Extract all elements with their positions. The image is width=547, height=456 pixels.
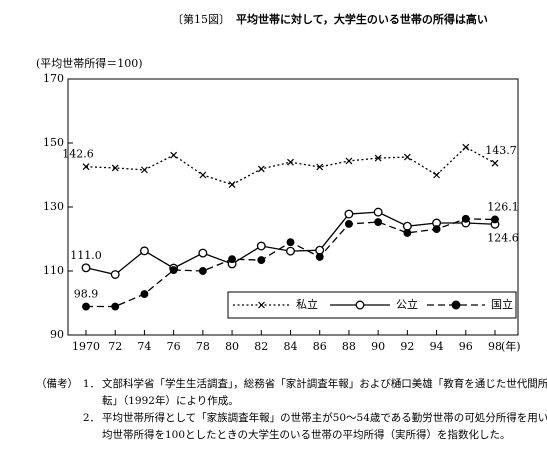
y-tick-label: 130 (43, 200, 64, 213)
marker (433, 171, 440, 179)
y-axis-label: (平均世帯所得＝100) (36, 57, 143, 70)
note-line: 平均世帯所得として「家族調査年報」の世帯主が50～54歳である勤労世帯の可処分所… (102, 411, 547, 424)
marker (111, 302, 120, 311)
x-tick-label: 88 (342, 340, 356, 353)
legend-marker (258, 301, 265, 309)
x-tick-label: 1970 (72, 340, 100, 353)
marker (169, 266, 178, 274)
marker (198, 267, 207, 275)
marker (256, 241, 266, 251)
marker (432, 225, 441, 234)
series-line (85, 146, 496, 186)
y-tick-label: 110 (43, 264, 64, 277)
marker (315, 245, 325, 255)
value-label: 126.1 (487, 200, 519, 213)
marker (82, 302, 90, 311)
value-label: 111.0 (70, 249, 102, 262)
marker (257, 256, 266, 265)
note-line: 文部科学省「学生生活調査」，総務省「家計調査年報」および樋口美雄「教育を通じた世… (102, 377, 547, 390)
marker (81, 263, 91, 273)
x-tick-label: 98 (488, 340, 502, 353)
x-tick-label: 86 (313, 340, 327, 353)
marker (374, 154, 382, 162)
marker (110, 270, 120, 279)
x-tick-label: 82 (254, 340, 268, 353)
x-tick-label: 84 (284, 340, 298, 353)
marker (141, 166, 148, 174)
marker (344, 220, 353, 228)
legend-marker (355, 300, 365, 310)
marker (402, 221, 412, 231)
figure-number: 〔第15図〕 (172, 12, 230, 26)
x-axis-unit: (年) (501, 339, 521, 353)
x-tick-label: 92 (400, 340, 414, 353)
note-line: 転」（1992年）により作成。 (102, 394, 239, 407)
note-number: 1． (83, 378, 100, 390)
y-tick-label: 150 (43, 136, 64, 149)
marker (403, 153, 411, 161)
marker (315, 252, 324, 261)
marker (286, 238, 295, 247)
marker (491, 215, 499, 224)
marker (344, 209, 354, 219)
marker (403, 228, 412, 237)
marker (170, 151, 178, 159)
value-label: 142.6 (62, 148, 94, 161)
y-tick-label: 90 (50, 328, 64, 341)
x-tick-label: 76 (167, 340, 181, 353)
note-number: 2． (83, 412, 100, 424)
marker (316, 163, 324, 171)
marker (462, 143, 470, 151)
x-tick-label: 72 (108, 340, 122, 353)
value-label: 143.7 (485, 144, 517, 157)
marker (373, 207, 383, 217)
notes-heading: （備考） (36, 377, 78, 390)
marker (286, 246, 295, 256)
marker (228, 255, 237, 264)
marker (345, 157, 353, 165)
legend-box (227, 291, 517, 319)
legend-label: 私立 (296, 297, 318, 311)
marker (228, 181, 236, 189)
marker (491, 159, 499, 167)
marker (139, 246, 149, 256)
x-tick-label: 90 (371, 340, 385, 353)
marker (140, 290, 149, 298)
marker (82, 163, 90, 171)
marker (287, 158, 294, 166)
value-label: 98.9 (74, 288, 99, 301)
value-label: 124.6 (487, 231, 519, 244)
y-tick-label: 170 (43, 72, 64, 85)
marker (199, 171, 207, 179)
note-line: 均世帯所得を100としたときの大学生のいる世帯の平均所得（実所得）を指数化した。 (102, 428, 511, 441)
x-tick-label: 78 (196, 340, 210, 353)
x-tick-label: 96 (459, 340, 473, 353)
marker (461, 214, 470, 223)
x-tick-label: 74 (137, 340, 151, 353)
marker (198, 248, 208, 258)
legend-label: 国立 (491, 297, 513, 311)
chart-title: 平均世帯に対して，大学生のいる世帯の所得は高い (236, 12, 488, 26)
x-tick-label: 80 (225, 340, 239, 353)
marker (374, 218, 383, 226)
legend-marker (451, 300, 461, 310)
legend-label: 公立 (396, 297, 418, 311)
marker (111, 164, 119, 172)
marker (257, 165, 265, 173)
x-tick-label: 94 (430, 340, 444, 353)
